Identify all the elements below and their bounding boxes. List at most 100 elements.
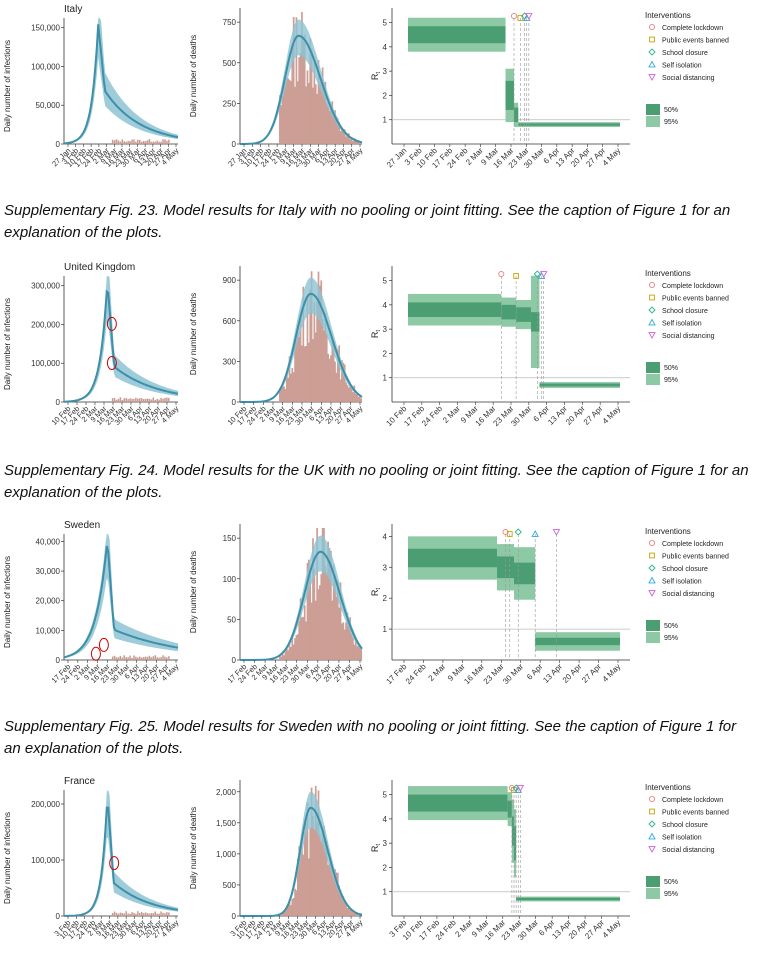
legend-item-label: Self isolation bbox=[662, 63, 702, 70]
legend-ci-label: 50% bbox=[664, 879, 678, 886]
legend-item-label: Social distancing bbox=[662, 847, 715, 854]
infections-ci-band bbox=[64, 18, 178, 144]
deaths-bar bbox=[299, 314, 302, 402]
legend-item-label: Self isolation bbox=[662, 579, 702, 586]
deaths-bar bbox=[280, 656, 283, 660]
rt-y-tick-label: 3 bbox=[383, 839, 388, 848]
deaths-bar bbox=[343, 629, 346, 660]
deaths-bar bbox=[328, 863, 331, 916]
deaths-bar bbox=[296, 81, 299, 144]
legend-title: Interventions bbox=[645, 11, 691, 20]
deaths-bar bbox=[303, 346, 306, 402]
highlight-circle bbox=[109, 856, 120, 871]
infections-bar bbox=[140, 657, 143, 660]
legend-title: Interventions bbox=[645, 783, 691, 792]
deaths-bar bbox=[341, 128, 343, 144]
infections-model-line bbox=[63, 545, 179, 659]
rt-x-tick-label: 30 Mar bbox=[501, 662, 525, 686]
infections-bar bbox=[127, 140, 129, 144]
deaths-bar bbox=[330, 861, 332, 916]
infections-bar bbox=[166, 140, 168, 144]
deaths-bar bbox=[349, 139, 352, 144]
deaths-bar bbox=[339, 131, 342, 144]
rt-y-tick-label: 4 bbox=[383, 815, 388, 824]
rt-x-tick-label: 4 May bbox=[601, 404, 623, 426]
infections-bar bbox=[121, 657, 124, 660]
deaths-bar bbox=[313, 302, 316, 402]
deaths-bar bbox=[331, 600, 334, 660]
legend-ci-label: 95% bbox=[664, 891, 678, 898]
infections-bar bbox=[111, 139, 114, 144]
highlight-circle bbox=[106, 316, 117, 331]
deaths-bar bbox=[335, 872, 338, 916]
legend-symbol bbox=[648, 60, 656, 68]
deaths-bar bbox=[288, 643, 291, 660]
deaths-bar bbox=[287, 903, 290, 916]
infections-y-axis-label: Daily number of infections bbox=[3, 812, 12, 904]
rt-ci50-band bbox=[408, 794, 508, 812]
infections-panel: United Kingdom 0 100,000 200,000 300,000 Dail… bbox=[3, 262, 181, 427]
deaths-bar bbox=[321, 528, 324, 660]
deaths-bar bbox=[294, 342, 296, 402]
infections-bar bbox=[137, 657, 139, 660]
infections-bar bbox=[140, 141, 143, 144]
deaths-ci-band bbox=[240, 277, 362, 402]
deaths-y-tick-label: 1,000 bbox=[216, 850, 237, 859]
infections-bar bbox=[125, 911, 127, 916]
deaths-bar bbox=[336, 349, 339, 402]
figure-sweden: Sweden 0 10,000 20,000 30,000 40,000 Daily num… bbox=[0, 516, 760, 706]
deaths-bar bbox=[295, 635, 298, 660]
caption-fig-25: Supplementary Fig. 25. Model results for… bbox=[4, 718, 737, 757]
deaths-bar bbox=[281, 96, 284, 144]
deaths-y-axis-label: Daily number of deaths bbox=[189, 551, 198, 633]
deaths-bar bbox=[328, 110, 331, 144]
legend-symbol bbox=[648, 590, 656, 597]
deaths-bar bbox=[323, 825, 325, 916]
deaths-bar bbox=[346, 384, 349, 402]
infections-bar bbox=[115, 139, 118, 144]
infections-bar bbox=[133, 912, 135, 916]
legend-ci-label: 50% bbox=[664, 365, 678, 372]
legend-symbol bbox=[648, 318, 656, 326]
deaths-bar bbox=[331, 867, 334, 916]
deaths-bar bbox=[358, 394, 361, 402]
rt-ci50-band bbox=[514, 107, 519, 123]
infections-y-tick-label: 200,000 bbox=[31, 800, 60, 809]
infections-ci-band bbox=[64, 790, 178, 916]
rt-ci50-band bbox=[505, 80, 514, 110]
rt-y-tick-label: 3 bbox=[383, 325, 388, 334]
infections-bar bbox=[152, 656, 155, 660]
infections-bar bbox=[156, 398, 158, 402]
legend-ci-label: 95% bbox=[664, 377, 678, 384]
deaths-bar bbox=[353, 644, 356, 660]
deaths-bar bbox=[291, 44, 294, 145]
infections-y-tick-label: 100,000 bbox=[31, 62, 60, 71]
deaths-bar bbox=[281, 385, 284, 402]
legend-ci-swatch bbox=[646, 374, 660, 385]
deaths-bar bbox=[284, 80, 287, 144]
infections-bar bbox=[117, 398, 120, 402]
rt-y-axis-label: Rt bbox=[370, 844, 382, 853]
deaths-y-tick-label: 0 bbox=[232, 656, 237, 665]
infections-bar bbox=[160, 657, 162, 660]
deaths-bar bbox=[338, 345, 341, 402]
deaths-bar bbox=[302, 616, 305, 660]
deaths-bar bbox=[303, 605, 306, 660]
deaths-bar bbox=[352, 637, 354, 660]
infections-bar bbox=[164, 913, 166, 916]
deaths-bar bbox=[327, 864, 329, 916]
deaths-bar bbox=[350, 386, 353, 402]
infections-bar bbox=[168, 656, 170, 660]
deaths-bar bbox=[310, 602, 313, 660]
deaths-bar bbox=[295, 890, 298, 916]
deaths-bar bbox=[284, 909, 287, 916]
deaths-bar bbox=[332, 114, 335, 144]
country-title: Sweden bbox=[64, 520, 100, 531]
deaths-bar bbox=[324, 81, 327, 144]
deaths-model-line bbox=[240, 292, 363, 403]
deaths-bar bbox=[350, 137, 353, 144]
infections-bar bbox=[156, 657, 158, 660]
deaths-bar bbox=[279, 388, 281, 402]
deaths-bar bbox=[314, 600, 317, 660]
deaths-bar bbox=[324, 843, 327, 916]
